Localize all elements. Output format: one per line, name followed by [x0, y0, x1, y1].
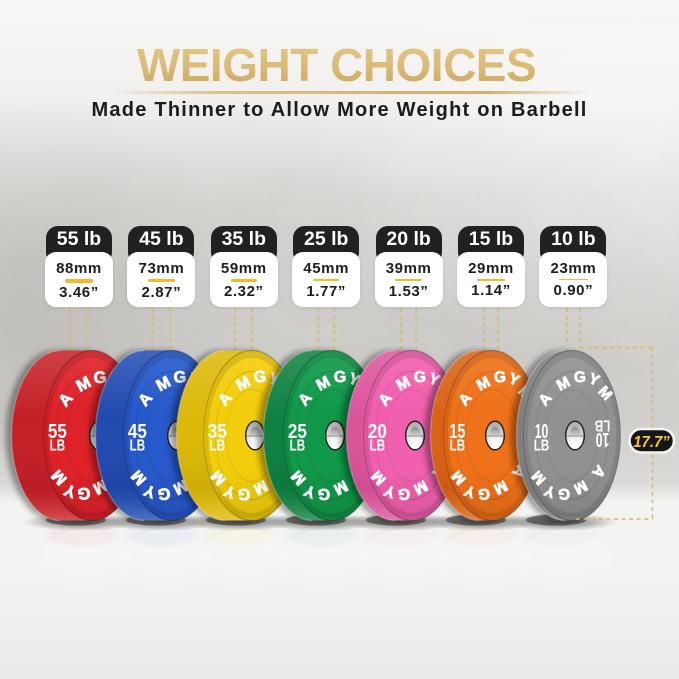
- svg-text:G: G: [77, 484, 91, 504]
- svg-text:10: 10: [535, 421, 549, 443]
- svg-text:G: G: [237, 485, 251, 503]
- svg-text:35: 35: [208, 421, 227, 443]
- svg-text:LB: LB: [210, 438, 226, 455]
- svg-text:LB: LB: [290, 438, 306, 455]
- svg-text:LB: LB: [130, 438, 146, 455]
- svg-text:55: 55: [48, 421, 67, 443]
- svg-text:17.7”: 17.7”: [633, 434, 670, 451]
- svg-text:15: 15: [449, 421, 465, 443]
- svg-text:LB: LB: [50, 438, 66, 455]
- svg-text:G: G: [317, 485, 330, 503]
- svg-text:G: G: [493, 369, 506, 387]
- svg-text:G: G: [333, 369, 346, 387]
- svg-text:G: G: [477, 485, 490, 503]
- svg-text:LB: LB: [450, 438, 466, 455]
- svg-text:10: 10: [596, 428, 610, 450]
- svg-text:G: G: [574, 369, 587, 387]
- svg-text:G: G: [157, 484, 171, 503]
- svg-text:G: G: [558, 485, 571, 503]
- svg-text:25: 25: [288, 421, 307, 443]
- svg-text:LB: LB: [595, 417, 611, 434]
- svg-text:20: 20: [368, 421, 387, 443]
- svg-text:LB: LB: [370, 438, 386, 455]
- svg-text:G: G: [253, 369, 267, 387]
- svg-text:G: G: [413, 369, 426, 387]
- svg-text:LB: LB: [534, 438, 550, 455]
- svg-text:45: 45: [128, 421, 147, 443]
- svg-text:G: G: [397, 485, 410, 503]
